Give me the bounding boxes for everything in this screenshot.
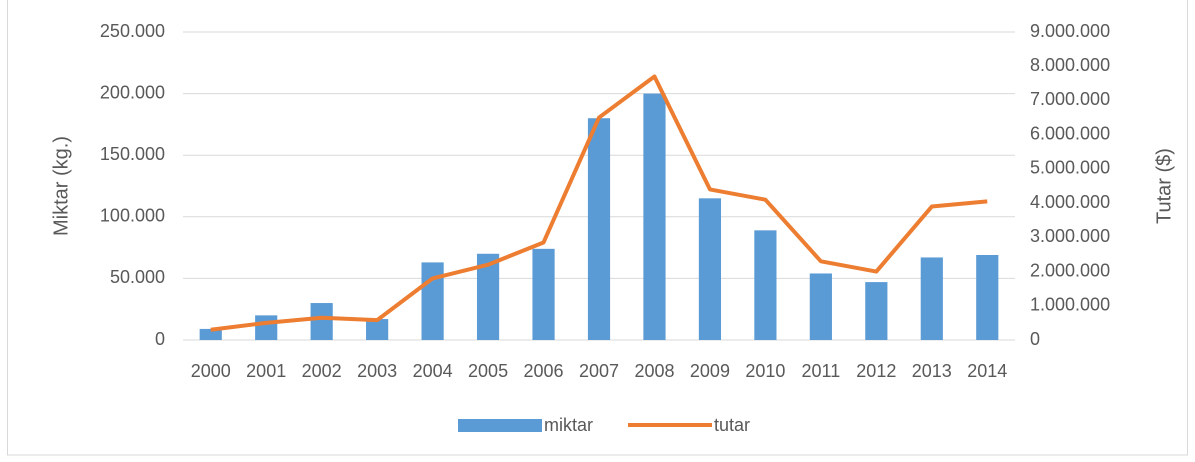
y-tick-label: 0 — [155, 329, 165, 349]
x-tick-label: 2014 — [967, 361, 1007, 381]
y2-tick-label: 0 — [1030, 329, 1040, 349]
bar — [587, 118, 611, 341]
y2-axis-label: Tutar ($) — [1153, 148, 1175, 224]
bar — [976, 254, 999, 340]
x-tick-label: 2003 — [357, 361, 397, 381]
bar — [920, 257, 943, 340]
chart-border — [7, 0, 1188, 456]
bar — [421, 262, 444, 340]
y2-tick-label: 5.000.000 — [1030, 158, 1110, 178]
bar — [865, 282, 888, 340]
x-tick-label: 2001 — [246, 361, 286, 381]
y-tick-label: 150.000 — [100, 144, 165, 164]
x-tick-label: 2013 — [912, 361, 952, 381]
x-tick-label: 2006 — [524, 361, 564, 381]
y-tick-label: 200.000 — [100, 82, 165, 102]
x-tick-label: 2000 — [191, 361, 231, 381]
y-axis-label: Miktar (kg.) — [50, 136, 72, 236]
bar — [310, 303, 333, 340]
legend-label: tutar — [714, 415, 750, 435]
y2-tick-label: 3.000.000 — [1030, 226, 1110, 246]
y-tick-label: 250.000 — [100, 21, 165, 41]
y2-tick-label: 8.000.000 — [1030, 55, 1110, 75]
bar — [754, 230, 777, 340]
bar — [698, 198, 722, 340]
bar — [476, 253, 500, 340]
bar — [366, 319, 389, 340]
x-tick-label: 2009 — [690, 361, 730, 381]
line — [210, 74, 988, 332]
x-tick-label: 2005 — [468, 361, 508, 381]
x-tick-label: 2007 — [579, 361, 619, 381]
legend-swatch — [458, 419, 542, 432]
bar — [199, 328, 222, 340]
x-tick-label: 2010 — [745, 361, 785, 381]
y2-tick-label: 4.000.000 — [1030, 192, 1110, 212]
y2-tick-label: 2.000.000 — [1030, 260, 1110, 280]
x-tick-label: 2008 — [634, 361, 674, 381]
x-tick-label: 2011 — [802, 361, 841, 381]
bar — [255, 315, 278, 340]
x-tick-label: 2004 — [413, 361, 453, 381]
x-tick-label: 2012 — [856, 361, 896, 381]
y2-tick-label: 9.000.000 — [1030, 21, 1110, 41]
y2-tick-label: 7.000.000 — [1030, 89, 1110, 109]
bar — [643, 93, 666, 340]
y2-tick-label: 6.000.000 — [1030, 123, 1110, 143]
y2-tick-label: 1.000.000 — [1030, 295, 1110, 315]
bar — [532, 248, 555, 340]
x-tick-label: 2002 — [302, 361, 342, 381]
y-tick-label: 100.000 — [100, 206, 165, 226]
bar — [809, 273, 832, 340]
y-tick-label: 50.000 — [110, 267, 165, 287]
legend-label: miktar — [544, 415, 593, 435]
